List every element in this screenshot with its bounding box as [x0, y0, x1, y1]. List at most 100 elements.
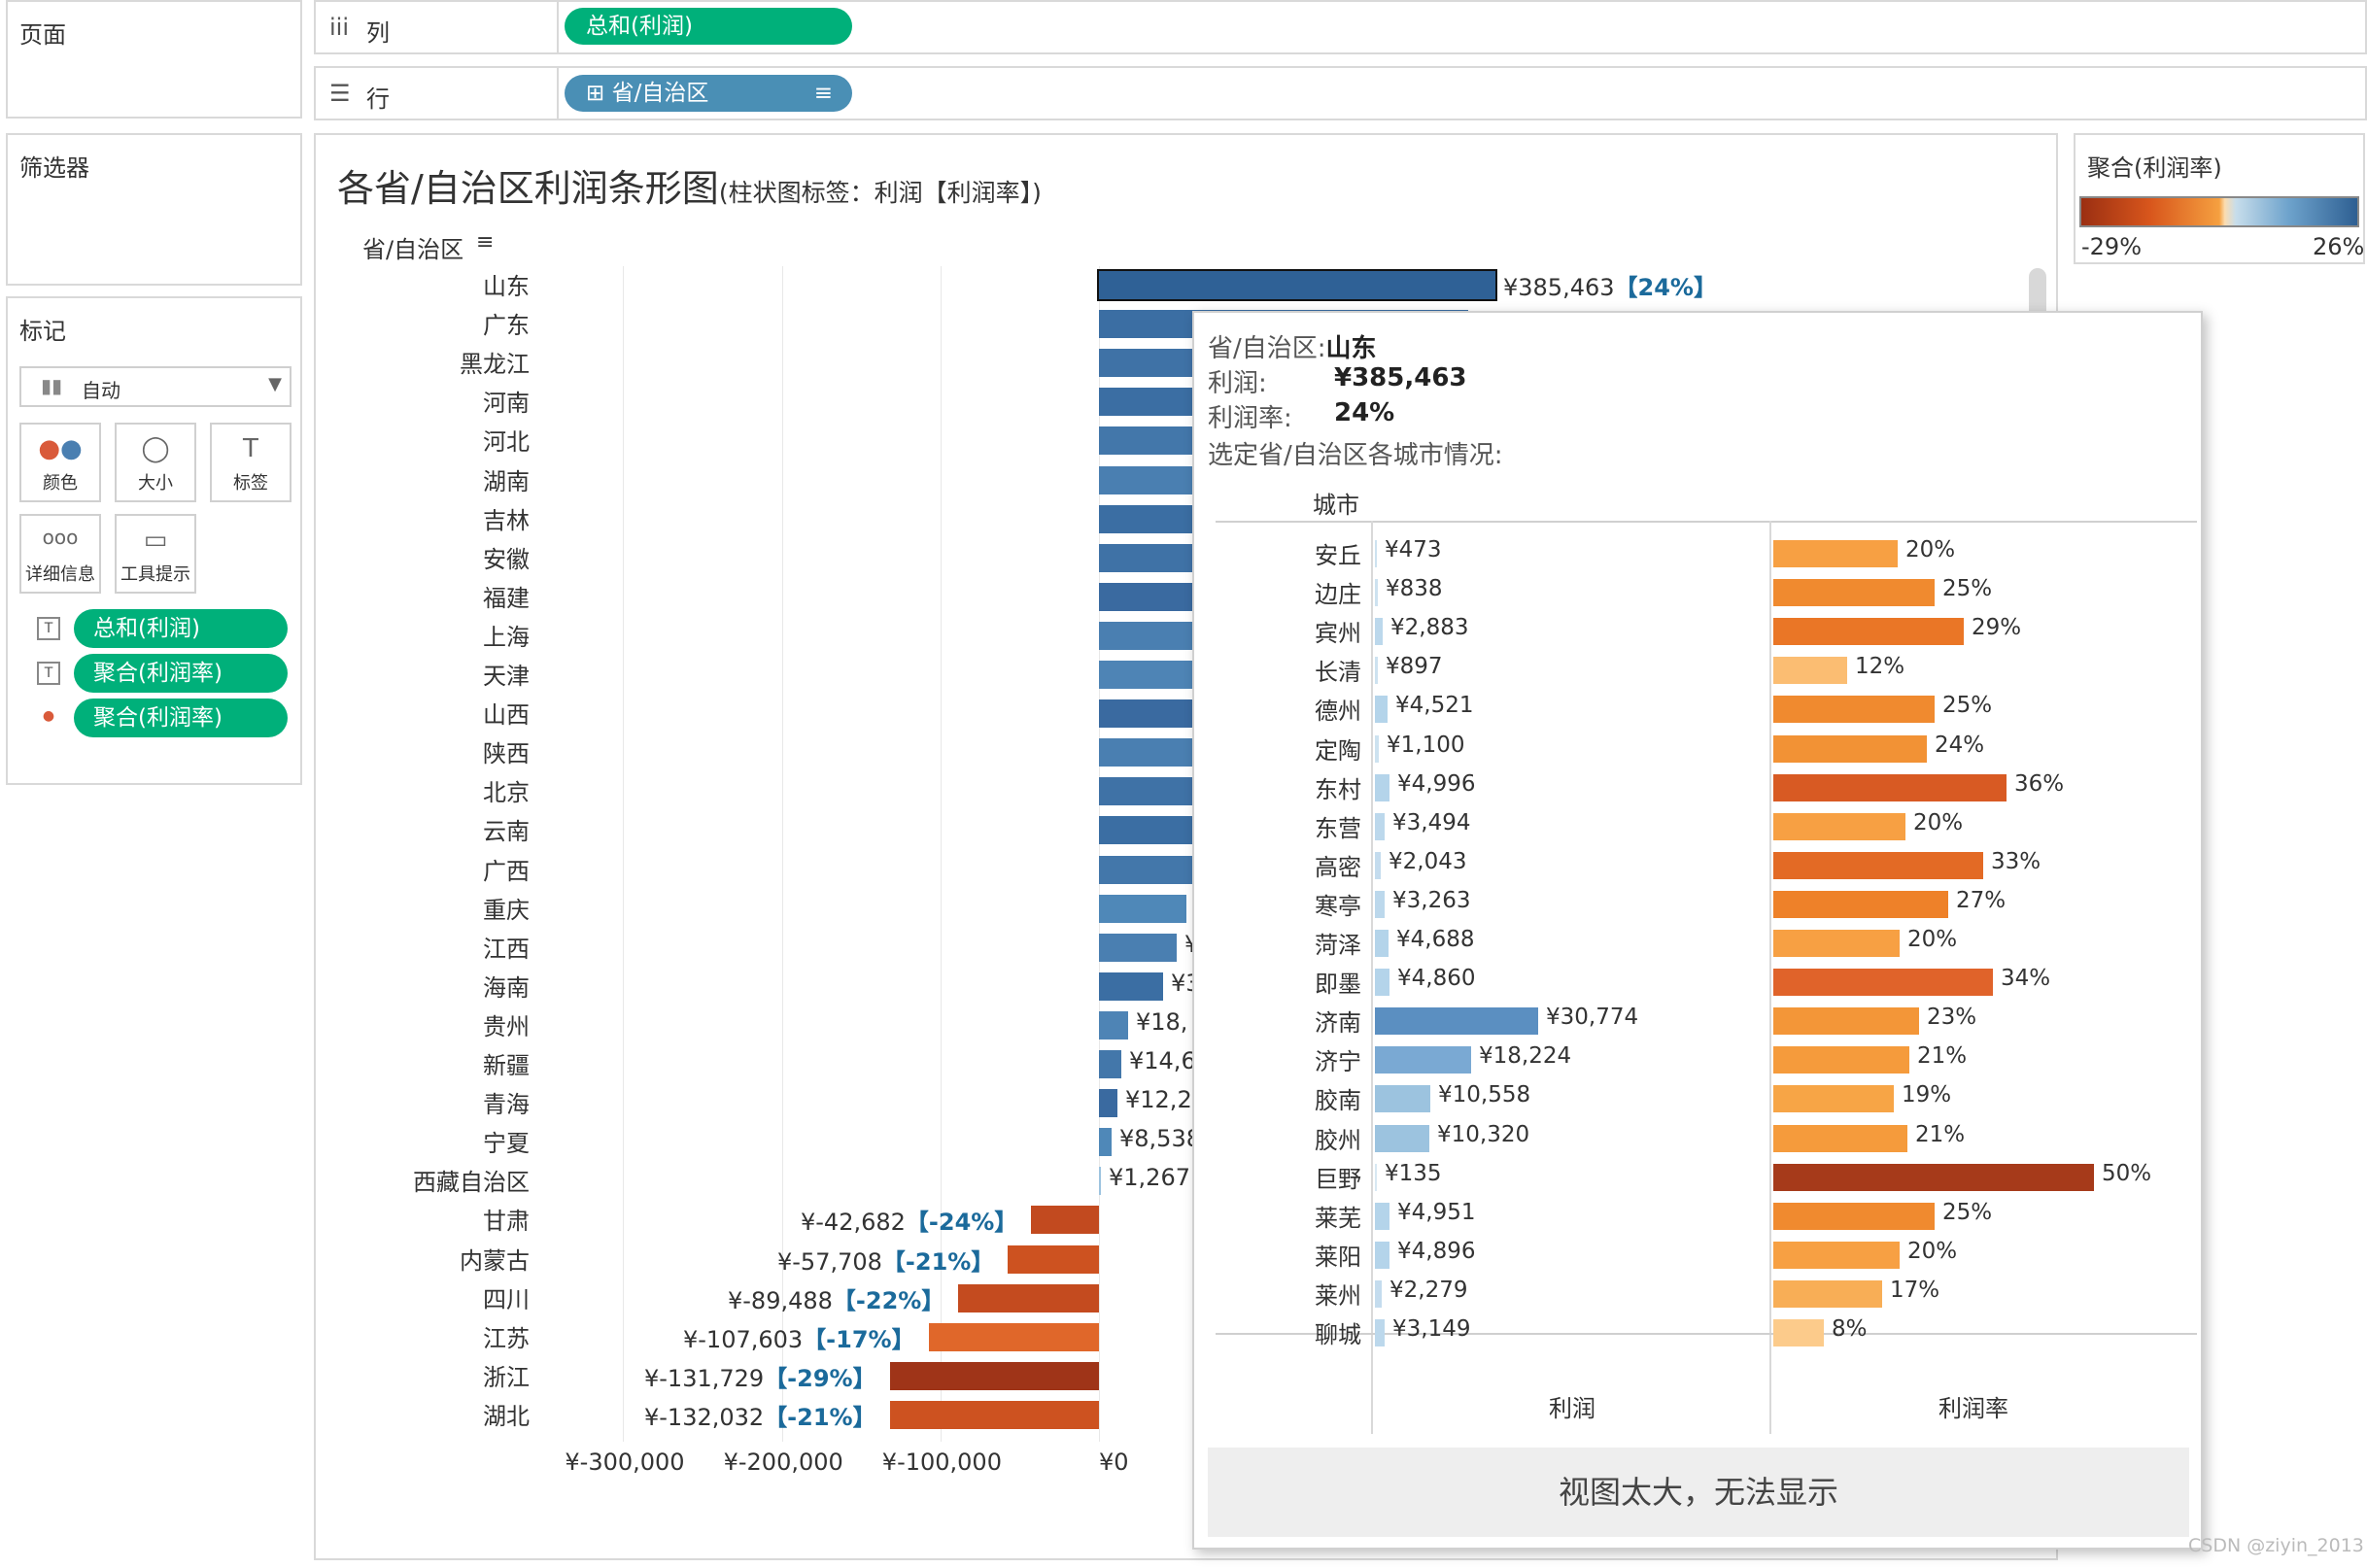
bar[interactable]	[1008, 1244, 1099, 1274]
bar[interactable]	[890, 1361, 1099, 1390]
province-label[interactable]: 湖南	[483, 467, 530, 495]
city-rate-bar[interactable]	[1773, 969, 1993, 997]
city-rate-bar[interactable]	[1773, 734, 1927, 763]
province-label[interactable]: 北京	[483, 779, 530, 807]
columns-pill[interactable]: 总和(利润)	[565, 8, 852, 45]
bar[interactable]	[1099, 933, 1177, 962]
city-profit-bar[interactable]	[1375, 1046, 1471, 1074]
bar[interactable]	[1031, 1206, 1099, 1235]
province-label[interactable]: 福建	[483, 584, 530, 612]
bar[interactable]	[1099, 971, 1163, 1001]
row-header[interactable]: 省/自治区	[362, 236, 464, 263]
province-label[interactable]: 广东	[483, 312, 530, 340]
legend-gradient[interactable]	[2079, 196, 2359, 227]
city-profit-bar[interactable]	[1375, 1202, 1389, 1230]
province-label[interactable]: 贵州	[483, 1012, 530, 1040]
bar[interactable]	[1099, 1167, 1101, 1196]
province-label[interactable]: 陕西	[483, 740, 530, 768]
city-profit-bar[interactable]	[1375, 812, 1385, 840]
city-profit-bar[interactable]	[1375, 1279, 1382, 1308]
city-rate-bar[interactable]	[1773, 540, 1898, 567]
city-profit-bar[interactable]	[1375, 930, 1389, 957]
city-rate-bar[interactable]	[1773, 1163, 2094, 1191]
city-profit-bar[interactable]	[1375, 969, 1389, 997]
province-label[interactable]: 青海	[483, 1091, 530, 1119]
bar[interactable]	[929, 1322, 1099, 1351]
city-profit-bar[interactable]	[1375, 540, 1377, 567]
province-label[interactable]: 内蒙古	[460, 1246, 530, 1275]
city-rate-bar[interactable]	[1773, 1241, 1900, 1269]
province-label[interactable]: 山东	[483, 273, 530, 300]
bar[interactable]	[890, 1400, 1099, 1429]
bar[interactable]	[1097, 269, 1497, 301]
province-label[interactable]: 江西	[483, 935, 530, 963]
province-label[interactable]: 甘肃	[483, 1208, 530, 1236]
province-label[interactable]: 河北	[483, 428, 530, 457]
city-profit-bar[interactable]	[1375, 618, 1383, 646]
province-label[interactable]: 海南	[483, 973, 530, 1002]
city-profit-bar[interactable]	[1375, 851, 1381, 879]
city-rate-bar[interactable]	[1773, 773, 2007, 801]
city-rate-bar[interactable]	[1773, 1279, 1882, 1308]
mark-pill-label-profit[interactable]: T 总和(利润)	[37, 609, 290, 648]
city-profit-bar[interactable]	[1375, 773, 1389, 801]
color-button[interactable]: ●● 颜色	[19, 423, 101, 502]
province-label[interactable]: 西藏自治区	[413, 1169, 530, 1197]
city-rate-bar[interactable]	[1773, 812, 1905, 840]
province-label[interactable]: 河南	[483, 390, 530, 418]
city-profit-bar[interactable]	[1375, 734, 1379, 763]
bar[interactable]	[1099, 1089, 1117, 1118]
province-label[interactable]: 云南	[483, 818, 530, 846]
province-label[interactable]: 湖北	[483, 1402, 530, 1430]
label-button[interactable]: T 标签	[210, 423, 292, 502]
province-label[interactable]: 安徽	[483, 545, 530, 573]
city-profit-bar[interactable]	[1375, 696, 1388, 724]
bar[interactable]	[1099, 1010, 1128, 1040]
bar[interactable]	[958, 1283, 1099, 1312]
city-profit-bar[interactable]	[1375, 1124, 1429, 1152]
bar[interactable]	[1099, 1050, 1121, 1078]
bar[interactable]	[1099, 894, 1186, 923]
bar[interactable]	[1099, 855, 1196, 884]
city-profit-bar[interactable]	[1375, 1319, 1385, 1346]
province-label[interactable]: 黑龙江	[460, 351, 530, 379]
province-label[interactable]: 宁夏	[483, 1130, 530, 1158]
city-rate-bar[interactable]	[1773, 579, 1935, 607]
city-rate-bar[interactable]	[1773, 851, 1983, 879]
province-label[interactable]: 上海	[483, 623, 530, 651]
city-profit-bar[interactable]	[1375, 1241, 1389, 1269]
bar[interactable]	[1099, 1128, 1112, 1157]
city-profit-bar[interactable]	[1375, 657, 1378, 685]
province-label[interactable]: 四川	[483, 1285, 530, 1313]
province-label[interactable]: 山西	[483, 701, 530, 730]
city-rate-bar[interactable]	[1773, 696, 1935, 724]
city-rate-bar[interactable]	[1773, 618, 1964, 646]
province-label[interactable]: 天津	[483, 663, 530, 690]
province-label[interactable]: 吉林	[483, 506, 530, 534]
province-label[interactable]: 浙江	[483, 1363, 530, 1391]
city-rate-bar[interactable]	[1773, 1085, 1894, 1113]
province-label[interactable]: 重庆	[483, 896, 530, 924]
city-profit-bar[interactable]	[1375, 1163, 1377, 1191]
mark-type-dropdown[interactable]: ▮▮ 自动 ▼	[19, 366, 292, 407]
city-profit-bar[interactable]	[1375, 579, 1378, 607]
mark-pill-label-rate[interactable]: T 聚合(利润率)	[37, 654, 290, 693]
city-profit-bar[interactable]	[1375, 1085, 1430, 1113]
city-rate-bar[interactable]	[1773, 1319, 1824, 1346]
city-rate-bar[interactable]	[1773, 930, 1900, 957]
city-rate-bar[interactable]	[1773, 657, 1847, 685]
rows-pill[interactable]: ⊞ 省/自治区 ≡	[565, 75, 852, 112]
mark-pill-color-rate[interactable]: ● 聚合(利润率)	[37, 699, 290, 737]
city-profit-bar[interactable]	[1375, 890, 1385, 918]
city-rate-bar[interactable]	[1773, 1046, 1909, 1074]
tooltip-button[interactable]: ▭ 工具提示	[115, 514, 196, 594]
city-rate-bar[interactable]	[1773, 1007, 1919, 1036]
city-rate-bar[interactable]	[1773, 890, 1948, 918]
province-label[interactable]: 江苏	[483, 1324, 530, 1352]
size-button[interactable]: ◯ 大小	[115, 423, 196, 502]
city-rate-bar[interactable]	[1773, 1124, 1907, 1152]
city-rate-bar[interactable]	[1773, 1202, 1935, 1230]
city-profit-bar[interactable]	[1375, 1007, 1538, 1036]
province-label[interactable]: 广西	[483, 857, 530, 885]
detail-button[interactable]: ooo 详细信息	[19, 514, 101, 594]
